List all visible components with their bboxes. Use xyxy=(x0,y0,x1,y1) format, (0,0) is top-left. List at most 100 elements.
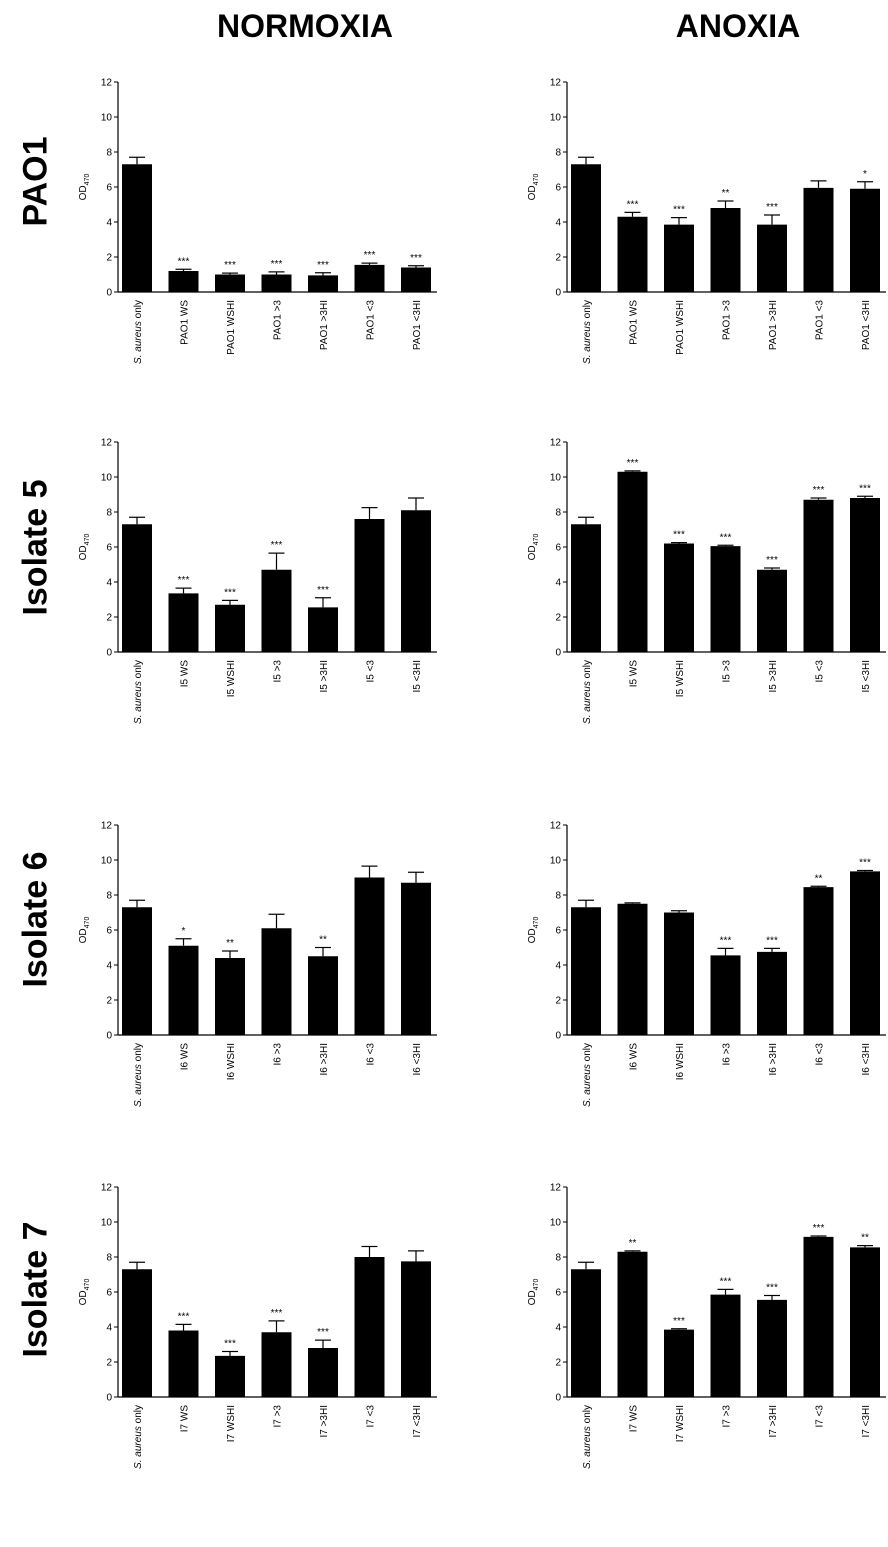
y-tick-label: 0 xyxy=(555,288,561,299)
significance-label: *** xyxy=(317,585,329,596)
y-tick-label: 4 xyxy=(106,578,112,589)
category-label: S. aureus only xyxy=(582,1043,593,1107)
category-label: S. aureus only xyxy=(133,660,144,724)
y-axis-label: OD470 xyxy=(527,917,540,944)
bar xyxy=(757,224,787,292)
bar xyxy=(168,945,199,1035)
category-label: S. aureus only xyxy=(133,1405,144,1469)
significance-label: *** xyxy=(720,1276,732,1287)
bar-chart-normoxia-isolate-7: 0 2 4 6 8 10 12 OD470 S. aureus only *** I7 WS *** I… xyxy=(78,1183,437,1469)
category-label: I7 <3HI xyxy=(861,1405,872,1438)
significance-label: *** xyxy=(271,259,283,270)
category-label: I6 >3 xyxy=(273,1043,284,1066)
y-tick-label: 12 xyxy=(101,438,113,449)
significance-label: *** xyxy=(766,202,778,213)
significance-label: *** xyxy=(673,530,685,541)
bar-chart-anoxia-isolate-6: 0 2 4 6 8 10 12 OD470 S. aureus only I6 WS I6 WSHI… xyxy=(527,821,886,1107)
y-tick-label: 6 xyxy=(555,183,561,194)
y-axis-label: OD470 xyxy=(527,1279,540,1306)
category-label: I5 <3HI xyxy=(861,660,872,693)
category-label: I6 <3HI xyxy=(861,1043,872,1076)
significance-label: *** xyxy=(766,935,778,946)
bar xyxy=(617,216,648,292)
y-axis-label: OD470 xyxy=(78,917,91,944)
y-tick-label: 10 xyxy=(101,1218,113,1229)
category-label: I6 WSHI xyxy=(675,1043,686,1080)
category-label: I5 <3 xyxy=(815,660,826,683)
y-tick-label: 8 xyxy=(106,891,112,902)
category-label: PAO1 WS xyxy=(629,300,640,345)
category-label: I5 >3HI xyxy=(319,660,330,693)
significance-label: *** xyxy=(224,1339,236,1350)
y-tick-label: 10 xyxy=(550,1218,562,1229)
category-label: I6 <3HI xyxy=(412,1043,423,1076)
category-label: I7 WSHI xyxy=(226,1405,237,1442)
significance-label: *** xyxy=(627,458,639,469)
bar xyxy=(617,1251,648,1397)
bar xyxy=(803,887,834,1035)
significance-label: *** xyxy=(627,199,639,210)
bar xyxy=(850,871,880,1035)
bar xyxy=(308,275,338,292)
y-tick-label: 6 xyxy=(106,183,112,194)
significance-label: ** xyxy=(722,188,730,199)
category-label: I5 >3 xyxy=(273,660,284,683)
category-label: S. aureus only xyxy=(582,300,593,364)
y-tick-label: 6 xyxy=(106,1288,112,1299)
y-tick-label: 4 xyxy=(555,1323,561,1334)
category-label: PAO1 <3 xyxy=(366,300,377,341)
bar xyxy=(757,951,787,1035)
category-label: PAO1 >3 xyxy=(273,300,284,341)
category-label: I5 WSHI xyxy=(675,660,686,697)
y-tick-label: 4 xyxy=(555,578,561,589)
significance-label: *** xyxy=(813,485,825,496)
y-tick-label: 8 xyxy=(555,1253,561,1264)
significance-label: *** xyxy=(224,260,236,271)
bar xyxy=(401,267,431,292)
bar xyxy=(122,524,152,652)
bar xyxy=(168,1330,199,1397)
bar xyxy=(664,1329,694,1397)
y-tick-label: 12 xyxy=(101,78,113,89)
bar xyxy=(571,1269,601,1397)
category-label: S. aureus only xyxy=(582,660,593,724)
bar xyxy=(617,903,648,1035)
bar xyxy=(803,499,834,652)
bar xyxy=(308,607,338,652)
category-label: S. aureus only xyxy=(582,1405,593,1469)
y-tick-label: 6 xyxy=(106,543,112,554)
bar xyxy=(850,1247,880,1397)
significance-label: *** xyxy=(859,858,871,869)
bar xyxy=(215,1355,245,1397)
bar xyxy=(401,1261,431,1397)
y-tick-label: 12 xyxy=(550,78,562,89)
category-label: S. aureus only xyxy=(133,300,144,364)
y-tick-label: 0 xyxy=(106,648,112,659)
bar xyxy=(664,912,694,1035)
y-tick-label: 6 xyxy=(555,543,561,554)
category-label: PAO1 >3 xyxy=(722,300,733,341)
category-label: I6 <3 xyxy=(366,1043,377,1066)
bar xyxy=(850,188,880,292)
category-label: I7 >3 xyxy=(722,1405,733,1428)
y-tick-label: 12 xyxy=(101,821,113,832)
bar xyxy=(261,274,292,292)
category-label: I6 >3HI xyxy=(319,1043,330,1076)
category-label: I7 <3 xyxy=(366,1405,377,1428)
category-label: PAO1 <3 xyxy=(815,300,826,341)
bar-chart-anoxia-isolate-7: 0 2 4 6 8 10 12 OD470 S. aureus only ** I7 WS *** I7… xyxy=(527,1183,886,1469)
bar xyxy=(122,164,152,292)
significance-label: *** xyxy=(720,532,732,543)
bar xyxy=(215,604,245,652)
y-tick-label: 10 xyxy=(101,856,113,867)
bar xyxy=(122,907,152,1035)
category-label: PAO1 WSHI xyxy=(226,300,237,355)
category-label: I5 <3 xyxy=(366,660,377,683)
category-label: I7 WSHI xyxy=(675,1405,686,1442)
y-tick-label: 4 xyxy=(555,218,561,229)
category-label: I5 WS xyxy=(629,660,640,688)
bar xyxy=(571,524,601,652)
y-tick-label: 8 xyxy=(555,891,561,902)
category-label: I7 WS xyxy=(180,1405,191,1433)
bar-chart-normoxia-pao1: 0 2 4 6 8 10 12 OD470 S. aureus only *** PAO1 WS **… xyxy=(78,78,437,364)
